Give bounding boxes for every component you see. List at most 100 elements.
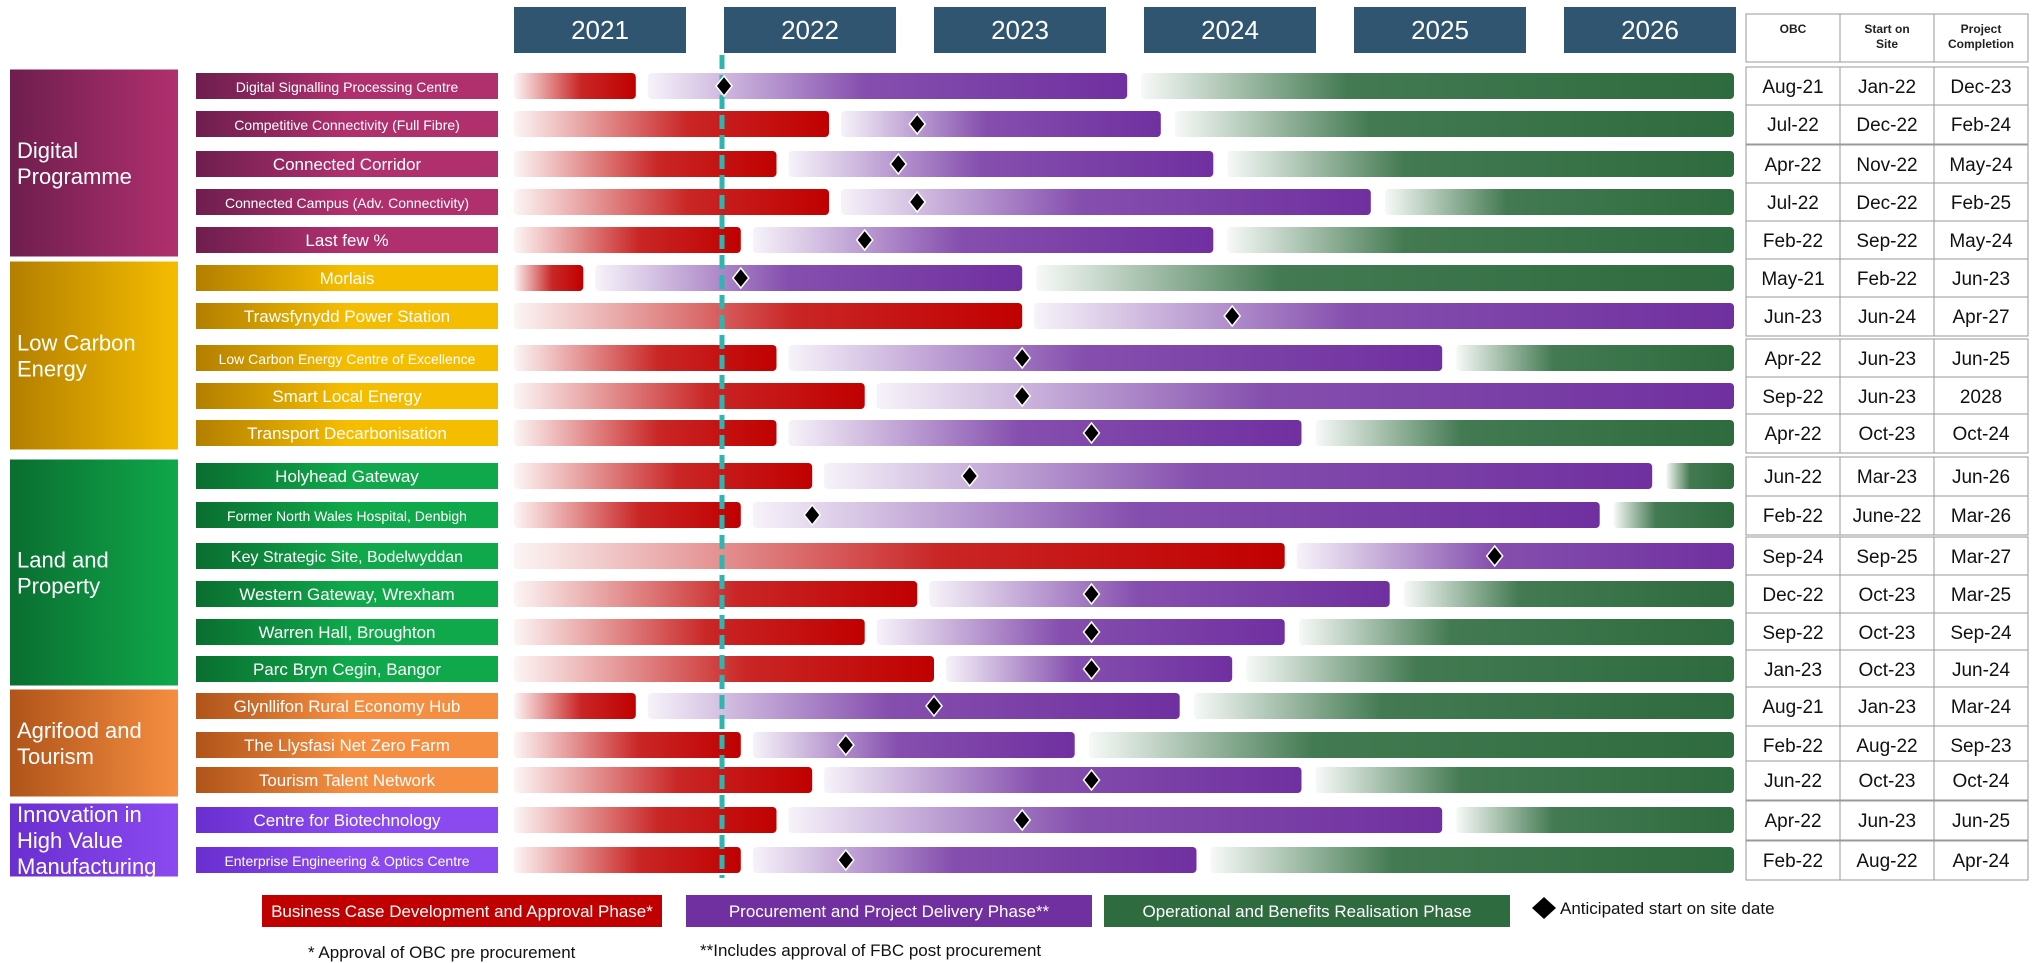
operational-bar bbox=[1210, 847, 1734, 873]
project-label: Low Carbon Energy Centre of Excellence bbox=[219, 351, 476, 367]
footnote: * Approval of OBC pre procurement bbox=[308, 943, 576, 962]
project-label-box bbox=[196, 227, 498, 253]
table-cell bbox=[1933, 725, 2029, 766]
project-label: Last few % bbox=[305, 231, 388, 250]
table-cell-value: Aug-21 bbox=[1762, 77, 1823, 98]
table-cell-value: Jan-23 bbox=[1858, 697, 1916, 718]
table-cell bbox=[1839, 376, 1935, 417]
year-header-box bbox=[724, 7, 896, 53]
table-cell bbox=[1745, 376, 1841, 417]
table-cell-value: Jan-22 bbox=[1858, 77, 1916, 98]
project-labels: Digital Signalling Processing Centre Comp… bbox=[196, 73, 498, 873]
project-label: Enterprise Engineering & Optics Centre bbox=[224, 853, 469, 869]
year-header-label: 2023 bbox=[991, 15, 1049, 45]
table-cell bbox=[1745, 413, 1841, 454]
project-label: Competitive Connectivity (Full Fibre) bbox=[234, 117, 460, 133]
project-label-box bbox=[196, 693, 498, 719]
start-on-site-diamond bbox=[1082, 421, 1101, 445]
table-cell-value: Dec-22 bbox=[1856, 193, 1917, 214]
table-header-cell bbox=[1933, 13, 2029, 63]
table-cell-value: Oct-23 bbox=[1858, 585, 1915, 606]
programme-label: Land and Property bbox=[17, 548, 109, 599]
project-label-box bbox=[196, 619, 498, 645]
table-cell bbox=[1839, 413, 1935, 454]
year-header-box bbox=[1354, 7, 1526, 53]
table-cell-value: Jun-22 bbox=[1764, 771, 1822, 792]
table-cell-value: Sep-22 bbox=[1762, 387, 1823, 408]
table-cell-value: Mar-25 bbox=[1951, 585, 2011, 606]
table-cell-value: Feb-22 bbox=[1763, 851, 1823, 872]
business-case-bar bbox=[514, 189, 829, 215]
table-cell bbox=[1839, 725, 1935, 766]
table-cell-value: Jun-23 bbox=[1858, 811, 1916, 832]
table-cell-value: Apr-27 bbox=[1952, 307, 2009, 328]
table-cell bbox=[1839, 574, 1935, 615]
project-label: Connected Corridor bbox=[273, 155, 422, 174]
table-cell-value: Feb-22 bbox=[1857, 269, 1917, 290]
start-on-site-diamond bbox=[836, 733, 855, 757]
table-cell bbox=[1933, 258, 2029, 299]
table-cell bbox=[1839, 144, 1935, 185]
business-case-bar bbox=[514, 502, 741, 528]
start-on-site-diamond bbox=[960, 464, 979, 488]
table-cell bbox=[1839, 182, 1935, 223]
project-label-box bbox=[196, 189, 498, 215]
table-cell-value: Sep-23 bbox=[1950, 736, 2011, 757]
table-cell-value: Nov-22 bbox=[1856, 155, 1917, 176]
table-cell bbox=[1745, 296, 1841, 337]
project-label-box bbox=[196, 581, 498, 607]
business-case-bar bbox=[514, 265, 584, 291]
legend-swatch bbox=[686, 895, 1092, 927]
project-label-box bbox=[196, 807, 498, 833]
table-cell-value: June-22 bbox=[1853, 506, 1922, 527]
start-on-site-diamond bbox=[925, 694, 943, 718]
business-case-bar bbox=[514, 463, 813, 489]
project-label: Morlais bbox=[320, 269, 375, 288]
business-case-bar bbox=[514, 693, 636, 719]
table-cell bbox=[1839, 296, 1935, 337]
table-cell bbox=[1933, 182, 2029, 223]
business-case-bar bbox=[514, 383, 865, 409]
table-cell-value: Oct-23 bbox=[1858, 771, 1915, 792]
year-header-label: 2022 bbox=[781, 15, 839, 45]
table-cell-value: Jun-23 bbox=[1952, 269, 2010, 290]
programme-block bbox=[10, 459, 178, 686]
table-cell bbox=[1839, 760, 1935, 801]
operational-bar bbox=[1384, 189, 1734, 215]
programme-labels: Digital Programme Low Carbon Energy Land and… bbox=[10, 69, 178, 879]
table-cell bbox=[1745, 760, 1841, 801]
operational-bar bbox=[1456, 807, 1734, 833]
start-on-site-diamond bbox=[1082, 620, 1101, 644]
table-cell-value: 2028 bbox=[1960, 387, 2002, 408]
programme-block bbox=[10, 803, 178, 877]
procurement-bar bbox=[788, 151, 1214, 177]
table-cell bbox=[1839, 800, 1935, 841]
table-cell-value: Sep-25 bbox=[1856, 547, 1917, 568]
start-on-site-diamond bbox=[855, 228, 874, 252]
project-label-box bbox=[196, 463, 498, 489]
table-cell bbox=[1745, 612, 1841, 653]
table-header-label: Project Completion bbox=[1948, 22, 2014, 51]
operational-bar bbox=[1315, 420, 1734, 446]
project-label: Western Gateway, Wrexham bbox=[239, 585, 454, 604]
table-cell-value: Mar-24 bbox=[1951, 697, 2012, 718]
project-label: Former North Wales Hospital, Denbigh bbox=[227, 508, 467, 524]
table-cell bbox=[1745, 495, 1841, 536]
project-label-box bbox=[196, 151, 498, 177]
table-cell-value: Oct-23 bbox=[1858, 424, 1915, 445]
procurement-bar bbox=[841, 189, 1371, 215]
table-cell-value: Jul-22 bbox=[1767, 115, 1819, 136]
table-cell bbox=[1933, 66, 2029, 107]
table-cell-value: Jun-24 bbox=[1952, 660, 2011, 681]
year-header-box bbox=[1144, 7, 1316, 53]
table-cell-value: Apr-22 bbox=[1764, 349, 1821, 370]
procurement-bar bbox=[876, 619, 1285, 645]
footnote: **Includes approval of FBC post procurem… bbox=[700, 941, 1041, 960]
project-label-box bbox=[196, 265, 498, 291]
table-cell-value: Sep-24 bbox=[1762, 547, 1824, 568]
start-on-site-markers bbox=[715, 74, 1504, 872]
table-cell bbox=[1933, 495, 2029, 536]
table-cell-value: Jun-25 bbox=[1952, 811, 2010, 832]
year-header-label: 2026 bbox=[1621, 15, 1679, 45]
table-cell-value: Dec-23 bbox=[1950, 77, 2011, 98]
